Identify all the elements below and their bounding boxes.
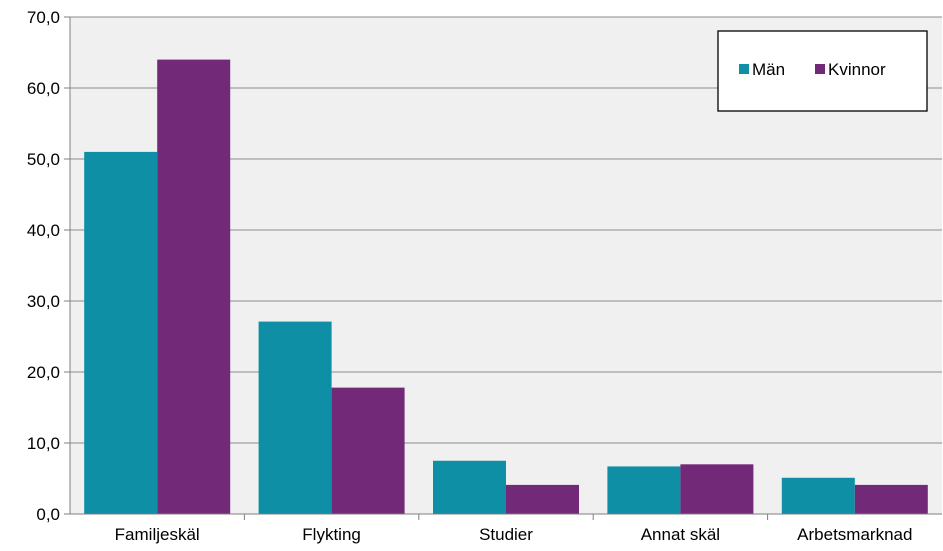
x-category-label: Studier (479, 525, 533, 544)
axes (69, 17, 942, 515)
bar-män-3 (607, 466, 681, 514)
y-tick-label: 70,0 (27, 8, 60, 27)
bar-män-0 (84, 151, 158, 514)
y-tick-label: 60,0 (27, 79, 60, 98)
bar-män-2 (433, 460, 506, 514)
bar-män-1 (258, 321, 332, 514)
legend-swatch-kvinnor (815, 64, 825, 74)
legend: Män Kvinnor (717, 30, 928, 112)
x-category-label: Arbetsmarknad (797, 525, 912, 544)
bar-kvinnor-1 (331, 387, 405, 514)
y-tick-label: 0,0 (36, 505, 60, 524)
bar-män-4 (781, 477, 855, 514)
bar-kvinnor-2 (506, 484, 579, 514)
bars (84, 59, 928, 514)
x-category-label: Flykting (302, 525, 361, 544)
legend-label-män: Män (752, 60, 785, 79)
legend-label-kvinnor: Kvinnor (828, 60, 886, 79)
bar-kvinnor-0 (157, 59, 231, 514)
y-tick-labels: 0,0 10,0 20,0 30,0 40,0 50,0 60,0 70,0 (27, 8, 70, 524)
x-category-label: Annat skäl (641, 525, 720, 544)
bar-kvinnor-4 (854, 484, 928, 514)
bar-kvinnor-3 (680, 464, 754, 514)
legend-swatch-män (739, 64, 749, 74)
y-tick-label: 50,0 (27, 150, 60, 169)
x-category-label: Familjeskäl (115, 525, 200, 544)
y-tick-label: 30,0 (27, 292, 60, 311)
x-category-labels: Familjeskäl Flykting Studier Annat skäl Arbe… (115, 514, 912, 544)
y-tick-label: 40,0 (27, 221, 60, 240)
y-tick-label: 10,0 (27, 434, 60, 453)
y-tick-label: 20,0 (27, 363, 60, 382)
